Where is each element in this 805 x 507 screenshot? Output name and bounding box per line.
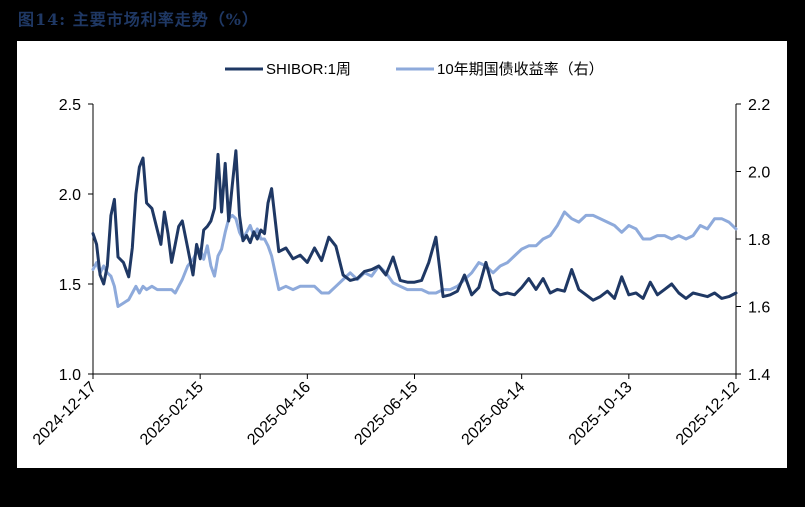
plot-lines — [91, 149, 738, 308]
x-tick-label: 2025-04-16 — [244, 379, 314, 449]
x-tick-label: 2025-02-15 — [137, 379, 207, 449]
right-tick-label: 1.4 — [748, 367, 770, 384]
x-tick-label: 2025-10-13 — [566, 379, 636, 449]
legend: SHIBOR:1周 10年期国债收益率（右） — [225, 61, 604, 78]
left-tick-label: 1.0 — [59, 367, 81, 384]
figure-title: 图14: 主要市场利率走势（%） — [18, 10, 259, 29]
shibor-line — [91, 149, 738, 302]
right-tick-label: 2.2 — [748, 97, 770, 114]
left-tick-label: 2.5 — [59, 97, 81, 114]
left-tick-label: 1.5 — [59, 277, 81, 294]
legend-label: SHIBOR:1周 — [266, 61, 351, 78]
right-tick-label: 2.0 — [748, 165, 770, 182]
x-tick-label: 2025-08-14 — [459, 379, 529, 449]
chart-panel: SHIBOR:1周 10年期国债收益率（右） 1.0 1.5 2.0 2.5 1.4 1.6… — [17, 41, 787, 468]
legend-label: 10年期国债收益率（右） — [437, 61, 604, 78]
right-tick-label: 1.6 — [748, 300, 770, 317]
x-tick-label: 2025-12-12 — [673, 379, 743, 449]
axes: 1.0 1.5 2.0 2.5 1.4 1.6 1.8 2.0 2.2 2024-12-17 202… — [30, 97, 770, 449]
bond-10y-line — [91, 210, 738, 308]
left-tick-label: 2.0 — [59, 187, 81, 204]
right-tick-label: 1.8 — [748, 232, 770, 249]
line-chart: SHIBOR:1周 10年期国债收益率（右） 1.0 1.5 2.0 2.5 1.4 1.6… — [30, 61, 770, 449]
x-tick-label: 2024-12-17 — [30, 379, 100, 449]
x-tick-label: 2025-06-15 — [351, 379, 421, 449]
